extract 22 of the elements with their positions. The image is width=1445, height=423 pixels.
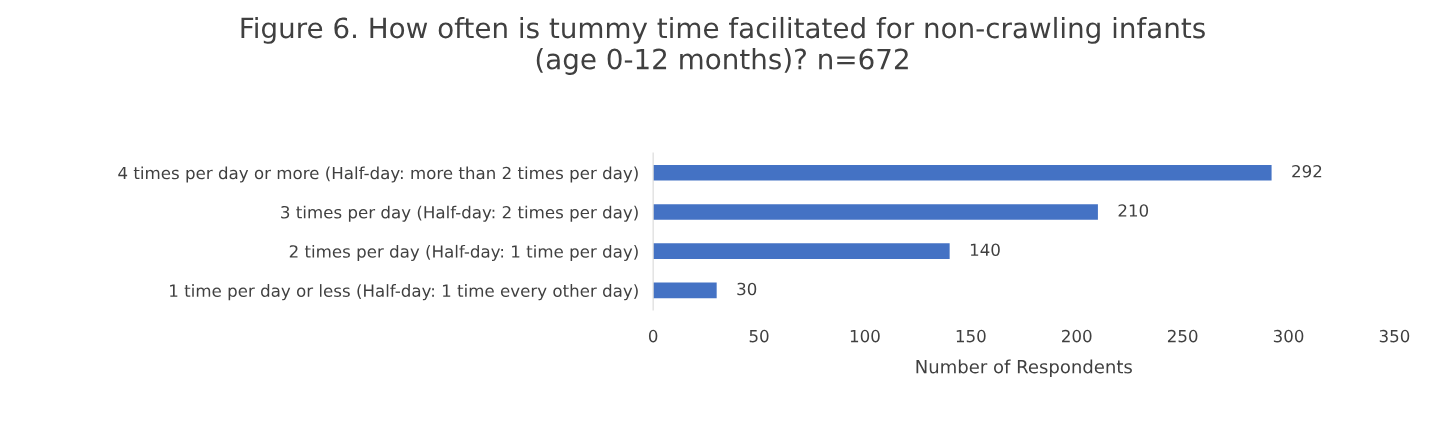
bar bbox=[653, 164, 1272, 181]
data-label: 292 bbox=[1292, 164, 1322, 178]
data-label: 210 bbox=[1118, 204, 1149, 217]
x-tick-label: 250 bbox=[1167, 329, 1198, 343]
bar bbox=[653, 282, 717, 299]
chart-title: Figure 6. How often is tummy time facilitated for non-crawling infants (age 0-12 months)? n=672 bbox=[241, 16, 1205, 75]
data-label: 30 bbox=[737, 282, 757, 296]
bar bbox=[653, 204, 1098, 220]
x-axis-title: Number of Respondents bbox=[916, 359, 1132, 377]
data-label: 140 bbox=[970, 243, 1000, 257]
y-tick-label: 4 times per day or more (Half-day: more than 2 times per day) bbox=[118, 166, 638, 183]
y-tick-label: 2 times per day (Half-day: 1 time per day) bbox=[289, 244, 638, 262]
y-tick-label: 3 times per day (Half-day: 2 times per day) bbox=[281, 205, 638, 222]
x-tick-label: 150 bbox=[956, 329, 986, 343]
x-tick-label: 50 bbox=[749, 329, 769, 343]
x-tick-label: 350 bbox=[1379, 329, 1410, 343]
y-tick-label: 1 time per day or less (Half-day: 1 time every other day) bbox=[170, 284, 638, 301]
bar bbox=[653, 243, 950, 260]
x-tick-label: 200 bbox=[1062, 329, 1092, 343]
x-tick-label: 0 bbox=[648, 329, 658, 343]
x-tick-label: 100 bbox=[850, 329, 880, 343]
x-tick-label: 300 bbox=[1273, 329, 1304, 343]
